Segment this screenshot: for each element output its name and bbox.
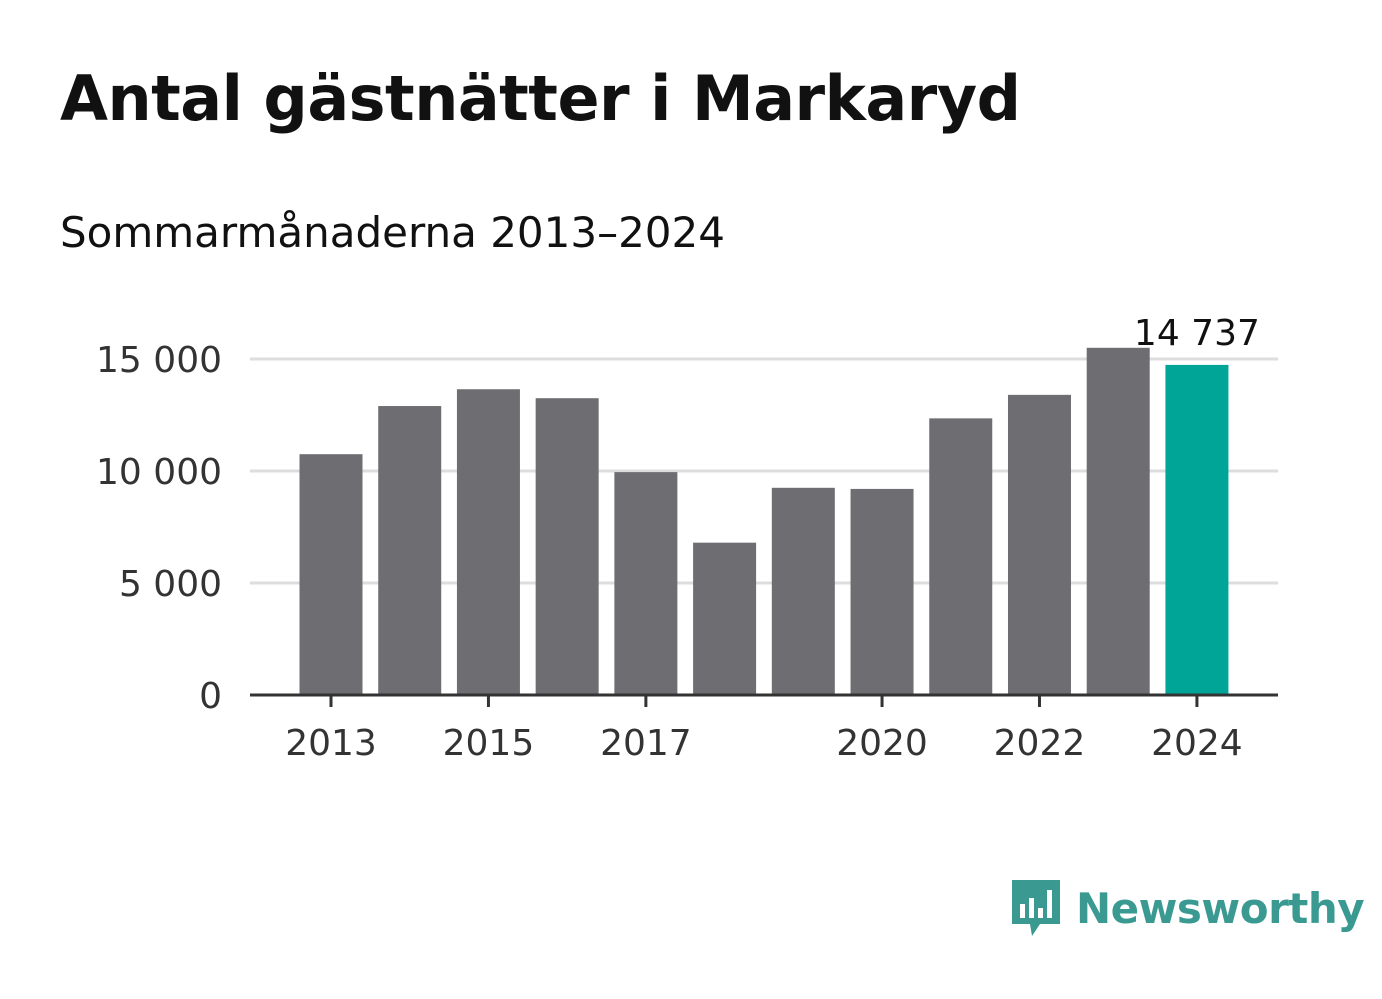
- y-tick-label: 10 000: [96, 452, 222, 493]
- bar: [929, 418, 993, 695]
- x-tick-label: 2022: [994, 723, 1086, 764]
- x-tick-label: 2017: [600, 723, 692, 764]
- x-tick-label: 2013: [285, 723, 377, 764]
- bar: [378, 406, 442, 695]
- bar: [1007, 394, 1071, 695]
- x-tick-label: 2015: [443, 723, 535, 764]
- bar: [1086, 347, 1150, 695]
- x-tick-label: 2020: [836, 723, 928, 764]
- bar: [299, 454, 363, 695]
- chart-title: Antal gästnätter i Markaryd: [60, 62, 1021, 135]
- newsworthy-logo-text: Newsworthy: [1076, 883, 1365, 933]
- newsworthy-logo-icon: [1012, 880, 1060, 936]
- bar: [614, 472, 678, 695]
- highlight-value-label: 14 737: [1134, 313, 1260, 354]
- y-tick-label: 5 000: [119, 564, 222, 605]
- x-tick-label: 2024: [1151, 723, 1243, 764]
- y-tick-label: 15 000: [96, 340, 222, 381]
- bar: [850, 488, 914, 695]
- bar: [535, 398, 599, 695]
- newsworthy-logo: Newsworthy: [1010, 878, 1365, 938]
- y-tick-label: 0: [199, 676, 222, 717]
- bar: [456, 389, 520, 695]
- bar: [693, 542, 757, 695]
- bar: [771, 487, 835, 695]
- bar: [1165, 364, 1229, 695]
- chart-subtitle: Sommarmånaderna 2013–2024: [60, 208, 725, 257]
